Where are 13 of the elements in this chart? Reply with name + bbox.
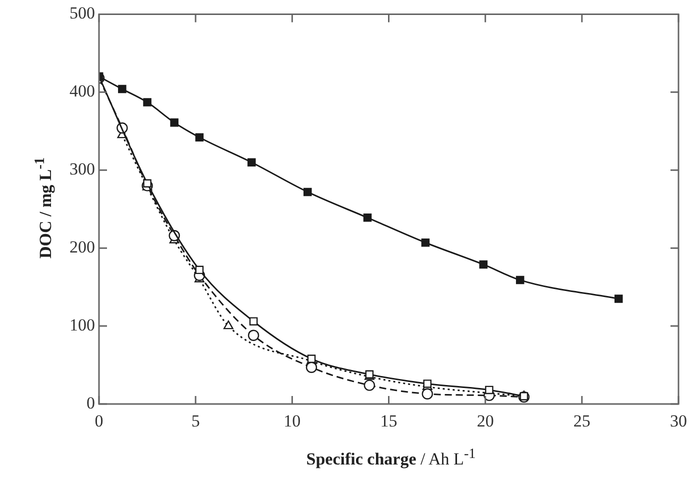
y-tick-label: 200	[70, 238, 95, 257]
x-tick-label: 5	[191, 412, 200, 431]
x-axis-title: Specific charge / Ah L$^{-1}$	[305, 446, 477, 470]
x-tick-label: 25	[573, 412, 590, 431]
x-tick-label: 15	[380, 412, 398, 431]
x-tick-label: 10	[284, 412, 301, 431]
x-tick-label: 20	[476, 412, 494, 431]
y-tick-label: 0	[86, 393, 95, 412]
y-tick-label: 100	[70, 316, 95, 335]
x-tick-label: 30	[670, 412, 687, 431]
y-tick-label: 300	[70, 160, 95, 179]
y-tick-label: 500	[70, 4, 95, 23]
y-tick-label: 400	[70, 82, 95, 101]
